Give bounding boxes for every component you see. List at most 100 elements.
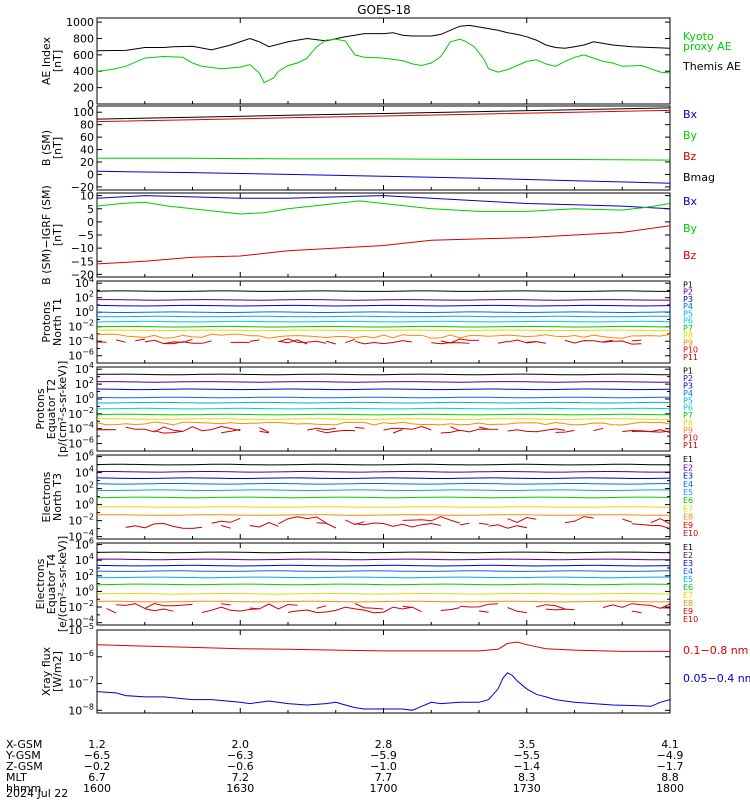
legend-label: P6: [683, 404, 693, 413]
y-tick-label: 100: [75, 583, 94, 598]
y-tick-label: 10−2: [68, 513, 94, 528]
legend-label: E9: [683, 521, 693, 530]
series-e8-line: [97, 600, 670, 603]
legend-label: E10: [683, 615, 698, 624]
y-tick-label: 100: [75, 497, 94, 512]
series-e9-line: [211, 516, 670, 526]
x-tick-label: 8.3: [518, 771, 536, 784]
legend-label: Kyoto: [683, 30, 714, 43]
series-group: [97, 107, 670, 184]
y-axis-label: AE Index: [40, 36, 53, 85]
y-tick-label: 104: [75, 275, 94, 290]
legend-label: P1: [683, 280, 693, 289]
y-tick-label: 10−5: [68, 622, 94, 637]
x-tick-label: −1.4: [513, 760, 540, 773]
y-tick-label: 20: [80, 156, 94, 169]
series-p6-line: [97, 320, 670, 323]
legend-label: P11: [683, 353, 698, 362]
series-0-05-0-4-nm-line: [97, 672, 670, 711]
series-themis-ae-line: [97, 24, 670, 52]
y-tick-label: 106: [75, 449, 94, 464]
x-tick-label: 7.7: [375, 771, 393, 784]
legend-label: P2: [683, 374, 693, 383]
legend-label: E2: [683, 551, 693, 560]
series-e7-line: [97, 506, 670, 508]
series-p7-line: [97, 413, 670, 416]
x-tick-label: 1.2: [88, 738, 106, 751]
legend-label: E6: [683, 496, 693, 505]
y-axis-label: Electrons: [40, 471, 53, 522]
x-tick-label: 6.7: [88, 771, 106, 784]
y-axis-label: B (SM): [40, 130, 53, 166]
series-e5-line: [97, 489, 670, 491]
y-axis-label: [W/m2]: [51, 651, 64, 692]
x-tick-label: 4.1: [661, 738, 679, 751]
y-tick-label: 10−4: [68, 333, 94, 348]
series-e3-line: [97, 477, 670, 479]
legend-label: P3: [683, 295, 693, 304]
legend-label: E9: [683, 607, 693, 616]
y-tick-exponent: −7: [82, 676, 94, 685]
panel-frame: [96, 192, 671, 278]
y-tick-exponent: 4: [89, 552, 94, 561]
y-tick-label: 10−4: [68, 421, 94, 436]
series-by-line: [97, 157, 670, 161]
y-axis-label: Electrons: [34, 558, 47, 609]
y-tick-exponent: 2: [89, 376, 94, 385]
series-p4-line: [97, 396, 670, 399]
legend-label: P11: [683, 441, 698, 450]
x-tick-label: −1.0: [370, 760, 397, 773]
x-tick-label: −6.5: [84, 749, 111, 762]
legend-label: P7: [683, 411, 693, 420]
series-e9-line: [116, 602, 670, 610]
legend-label: E6: [683, 583, 693, 592]
series-kyoto-proxy-ae-line: [97, 38, 670, 84]
legend-label: By: [683, 222, 698, 235]
legend-label: By: [683, 129, 698, 142]
legend-label: E3: [683, 559, 693, 568]
legend-label: E5: [683, 575, 693, 584]
x-tick-label: 1630: [226, 782, 254, 795]
series-p9-line: [97, 333, 670, 339]
y-tick-exponent: −2: [82, 319, 94, 328]
series-p8-line: [97, 329, 670, 332]
y-tick-exponent: −4: [82, 333, 94, 342]
legend-label: Bz: [683, 249, 697, 262]
series-bx-line: [97, 170, 670, 184]
legend-label: proxy AE: [683, 40, 732, 53]
legend-label: E7: [683, 504, 693, 513]
y-tick-label: 600: [73, 49, 94, 62]
panel-frame: [96, 17, 671, 105]
legend-label: P8: [683, 331, 693, 340]
series-e7-line: [97, 592, 670, 595]
y-tick-label: 106: [75, 537, 94, 552]
series-p5-line: [97, 315, 670, 318]
x-tick-label: −0.2: [84, 760, 111, 773]
legend-label: P1: [683, 367, 693, 376]
legend-label: P3: [683, 381, 693, 390]
panel-frame: [96, 105, 671, 191]
x-tick-label: 8.8: [661, 771, 679, 784]
legend-label: P8: [683, 419, 693, 428]
y-tick-label: −20: [71, 268, 94, 281]
y-tick-exponent: −2: [82, 599, 94, 608]
series-e4-line: [97, 570, 670, 572]
series-e8-line: [97, 514, 670, 516]
series-0-1-0-8-nm-line: [97, 641, 670, 652]
legend: Bx By Bz Bmag: [683, 108, 715, 184]
series-bz-line: [97, 109, 670, 123]
legend-label: Bmag: [683, 171, 715, 184]
legend-label: P9: [683, 339, 693, 348]
series-e1-line: [97, 551, 670, 554]
series-e10-line: [106, 606, 670, 614]
y-tick-label: −5: [78, 229, 94, 242]
x-tick-label: 2.8: [375, 738, 393, 751]
x-tick-label: 3.5: [518, 738, 536, 751]
y-axis-label: Protons: [34, 388, 47, 429]
y-tick-label: 400: [73, 65, 94, 78]
series-p4-line: [97, 311, 670, 313]
